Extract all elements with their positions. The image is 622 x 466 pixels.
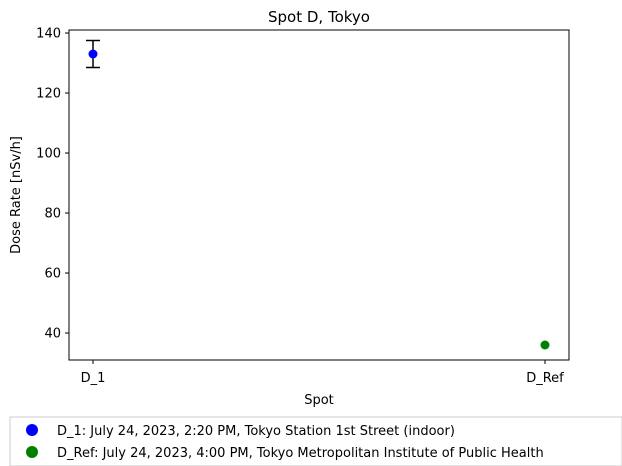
y-tick-label: 80 — [44, 207, 61, 222]
x-axis-ticks: D_1 D_Ref — [81, 360, 564, 386]
y-axis-ticks: 40 60 80 100 120 140 — [36, 27, 69, 342]
y-tick-label: 40 — [44, 327, 61, 342]
chart-title: Spot D, Tokyo — [268, 8, 370, 26]
legend-label-d1: D_1: July 24, 2023, 2:20 PM, Tokyo Stati… — [57, 424, 455, 439]
legend-label-dref: D_Ref: July 24, 2023, 4:00 PM, Tokyo Met… — [57, 446, 544, 461]
x-tick-label: D_Ref — [526, 371, 564, 386]
y-axis-label: Dose Rate [nSv/h] — [9, 136, 24, 254]
y-tick-label: 120 — [36, 87, 61, 102]
x-tick-label: D_1 — [81, 371, 106, 386]
x-axis-label: Spot — [304, 393, 334, 408]
legend-marker-d1 — [26, 424, 38, 436]
data-point-d-1 — [88, 49, 98, 59]
y-tick-label: 100 — [36, 147, 61, 162]
plot-area — [68, 29, 570, 361]
data-point-d-ref — [540, 340, 550, 350]
legend-marker-dref — [26, 446, 38, 458]
y-tick-label: 60 — [44, 267, 61, 282]
data-points — [86, 39, 550, 350]
y-tick-label: 140 — [36, 27, 61, 42]
legend: D_1: July 24, 2023, 2:20 PM, Tokyo Stati… — [9, 416, 622, 466]
legend-box — [9, 416, 622, 466]
